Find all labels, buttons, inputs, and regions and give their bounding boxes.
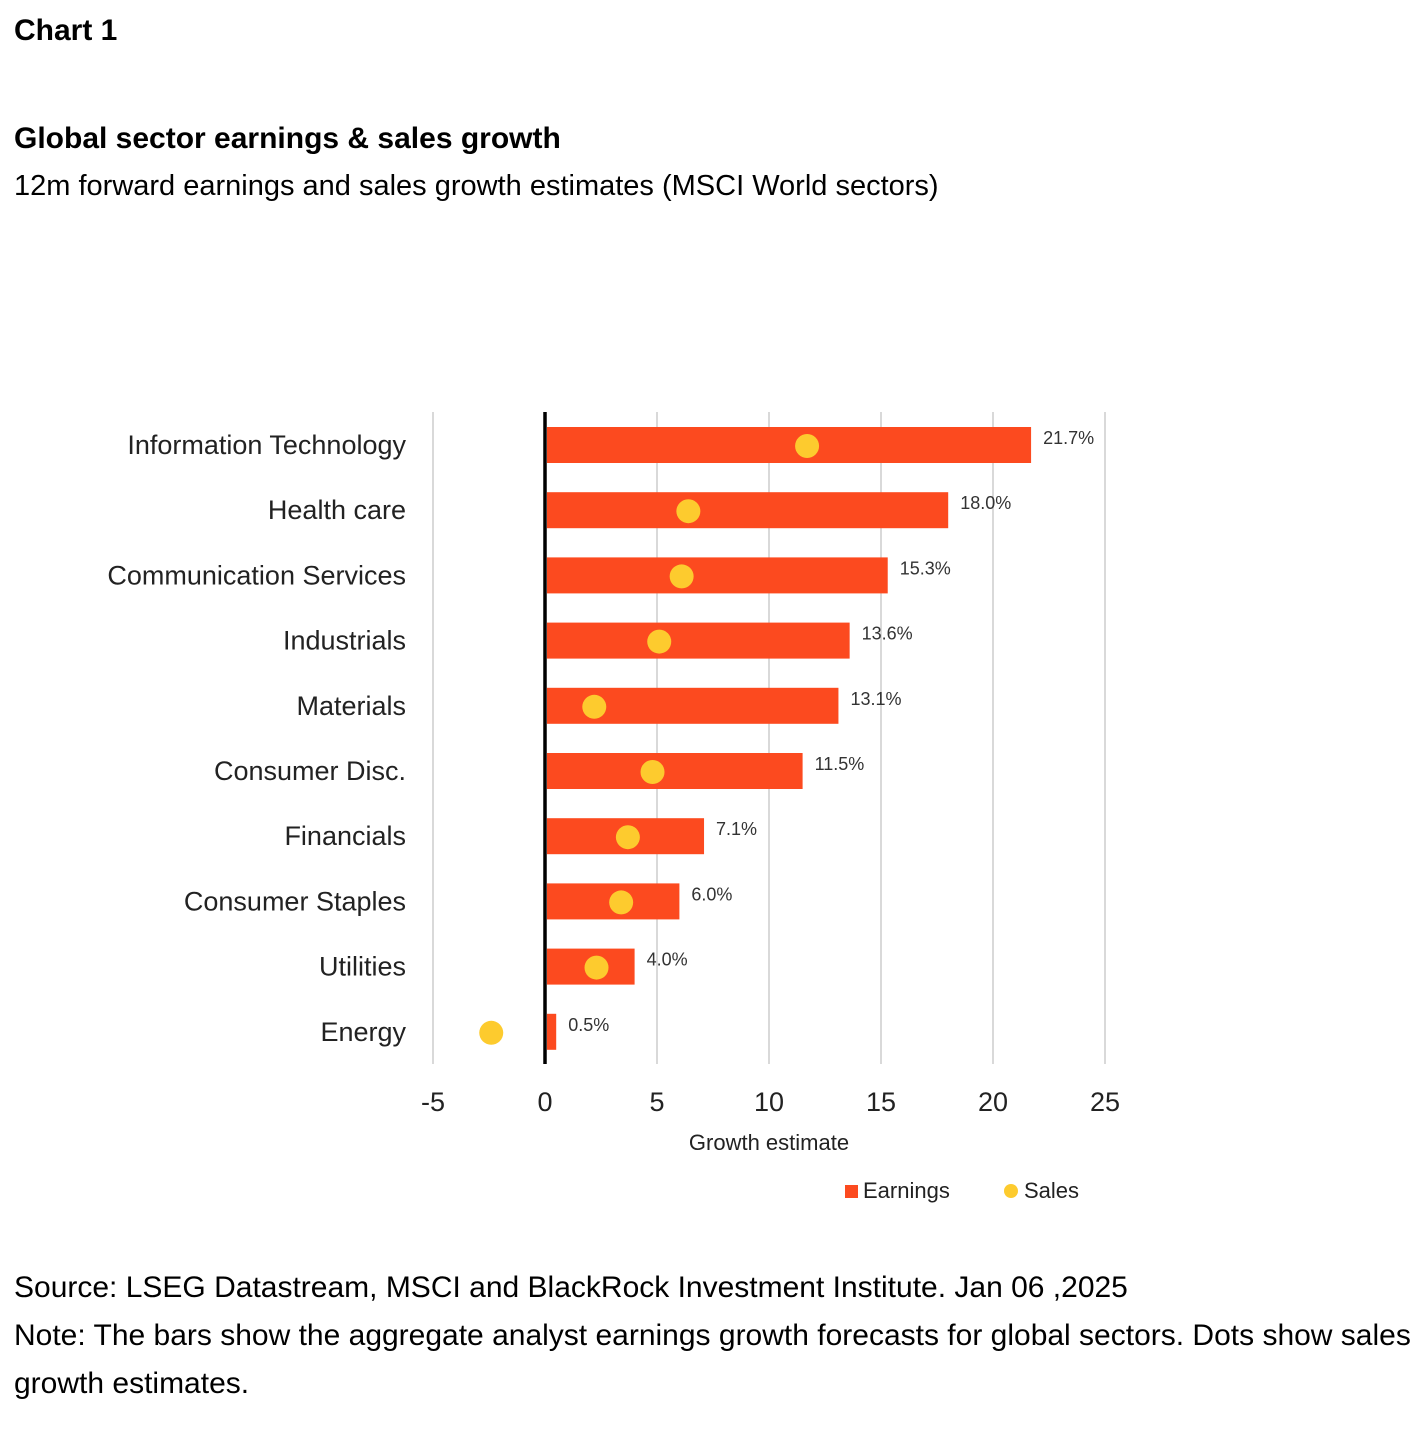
data-label-communication-services: 15.3% bbox=[900, 558, 951, 578]
category-label-financials: Financials bbox=[284, 821, 406, 851]
chart-number-label: Chart 1 bbox=[14, 14, 118, 47]
sales-dots bbox=[479, 434, 820, 1045]
sales-dot-communication-services bbox=[669, 564, 694, 589]
data-label-health-care: 18.0% bbox=[960, 493, 1011, 513]
category-label-energy: Energy bbox=[320, 1017, 406, 1047]
x-tick-label: 20 bbox=[978, 1087, 1008, 1117]
data-label-utilities: 4.0% bbox=[647, 950, 688, 970]
x-tick-label: 10 bbox=[754, 1087, 784, 1117]
sales-dot-health-care bbox=[676, 499, 701, 524]
data-label-information-technology: 21.7% bbox=[1043, 428, 1094, 448]
category-labels: Information Technology Health care Communi… bbox=[107, 430, 406, 1047]
source-note: Source: LSEG Datastream, MSCI and BlackR… bbox=[14, 1271, 1128, 1304]
earnings-bars bbox=[547, 427, 1032, 1050]
data-label-energy: 0.5% bbox=[568, 1015, 609, 1035]
sales-dot-energy bbox=[479, 1020, 504, 1045]
x-axis-title: Growth estimate bbox=[689, 1130, 849, 1155]
category-label-consumer-disc: Consumer Disc. bbox=[214, 756, 406, 786]
data-label-financials: 7.1% bbox=[716, 819, 757, 839]
data-label-materials: 13.1% bbox=[850, 689, 901, 709]
sales-dot-information-technology bbox=[795, 434, 820, 458]
x-tick-label: 25 bbox=[1090, 1087, 1120, 1117]
sales-dot-consumer-disc bbox=[640, 760, 665, 784]
data-label-industrials: 13.6% bbox=[862, 624, 913, 644]
category-label-industrials: Industrials bbox=[283, 626, 406, 656]
legend: Earnings Sales bbox=[845, 1178, 1079, 1203]
x-tick-label: -5 bbox=[421, 1087, 445, 1117]
data-labels: 21.7% 18.0% 15.3% 13.6% 13.1% 11.5% 7.1% 6.0% 4.… bbox=[568, 428, 1094, 1035]
category-label-utilities: Utilities bbox=[319, 952, 406, 982]
earnings-bar-communication-services bbox=[547, 557, 888, 594]
earnings-bar-information-technology bbox=[547, 427, 1032, 463]
sales-dot-industrials bbox=[647, 629, 672, 654]
earnings-bar-health-care bbox=[547, 492, 949, 529]
category-label-consumer-staples: Consumer Staples bbox=[184, 886, 406, 916]
data-label-consumer-staples: 6.0% bbox=[691, 884, 732, 904]
earnings-bar-industrials bbox=[547, 622, 850, 659]
earnings-bar-energy bbox=[547, 1013, 557, 1050]
chart-title: Global sector earnings & sales growth bbox=[14, 122, 561, 155]
sector-growth-chart: 21.7% 18.0% 15.3% 13.6% 13.1% 11.5% 7.1% 6.0% 4.… bbox=[107, 412, 1120, 1203]
earnings-bar-consumer-disc bbox=[547, 753, 803, 789]
category-label-materials: Materials bbox=[296, 691, 406, 721]
chart-footnote: Note: The bars show the aggregate analys… bbox=[14, 1319, 1411, 1400]
category-label-health-care: Health care bbox=[268, 495, 406, 525]
sales-dot-materials bbox=[582, 694, 607, 719]
data-label-consumer-disc: 11.5% bbox=[815, 754, 865, 774]
legend-earnings-label: Earnings bbox=[863, 1178, 950, 1203]
category-label-information-technology: Information Technology bbox=[127, 430, 406, 460]
legend-sales-label: Sales bbox=[1024, 1178, 1079, 1203]
legend-sales-swatch bbox=[1004, 1184, 1018, 1198]
x-tick-label: 0 bbox=[537, 1087, 552, 1117]
x-tick-label: 15 bbox=[866, 1087, 896, 1117]
x-tick-labels: -5 0 5 10 15 20 25 bbox=[421, 1087, 1120, 1117]
chart-subtitle: 12m forward earnings and sales growth es… bbox=[14, 170, 939, 202]
category-label-communication-services: Communication Services bbox=[107, 560, 406, 590]
x-tick-label: 5 bbox=[649, 1087, 664, 1117]
sales-dot-consumer-staples bbox=[609, 890, 634, 915]
legend-earnings-swatch bbox=[845, 1185, 858, 1198]
sales-dot-utilities bbox=[584, 955, 609, 980]
sales-dot-financials bbox=[615, 825, 640, 850]
